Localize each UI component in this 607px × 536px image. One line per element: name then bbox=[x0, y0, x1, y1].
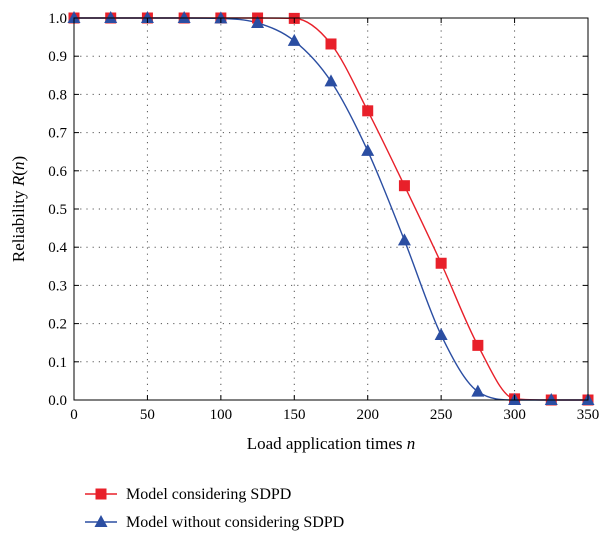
y-tick-label: 0.5 bbox=[48, 202, 67, 218]
y-tick-label: 0.6 bbox=[48, 164, 67, 180]
x-tick-label: 350 bbox=[577, 407, 600, 423]
sdpd-series-point bbox=[325, 38, 337, 50]
legend-label-sdpd: Model considering SDPD bbox=[126, 486, 291, 503]
y-tick-label: 0.7 bbox=[48, 126, 67, 142]
no-sdpd-series-point bbox=[67, 11, 81, 23]
y-tick-label: 0.4 bbox=[48, 240, 67, 256]
no-sdpd-series-point bbox=[104, 11, 118, 23]
no-sdpd-series-point bbox=[434, 328, 448, 341]
x-tick-label: 0 bbox=[70, 407, 78, 423]
grid-lines bbox=[74, 18, 588, 400]
sdpd-series-point bbox=[362, 105, 374, 117]
x-tick-label: 150 bbox=[283, 407, 306, 423]
no-sdpd-series-point bbox=[397, 233, 411, 246]
y-tick-label: 0.1 bbox=[48, 355, 67, 371]
legend-label-no-sdpd: Model without considering SDPD bbox=[126, 514, 344, 531]
no-sdpd-series-point bbox=[544, 393, 558, 405]
y-tick-label: 0.8 bbox=[48, 87, 67, 103]
no-sdpd-series-point bbox=[251, 15, 265, 28]
x-tick-label: 50 bbox=[140, 407, 155, 423]
no-sdpd-series-point bbox=[324, 74, 338, 87]
no-sdpd-series-point bbox=[140, 11, 154, 23]
no-sdpd-series-point bbox=[214, 11, 228, 24]
sdpd-series-point bbox=[398, 180, 410, 192]
y-tick-label: 0.9 bbox=[48, 49, 67, 65]
y-tick-label: 0.3 bbox=[48, 278, 67, 294]
x-tick-label: 100 bbox=[210, 407, 233, 423]
sdpd-series-point bbox=[435, 257, 447, 269]
axis-ticks: 0 50 100 150 200 250 300 350 0.0 0.1 0.2 0.3 0.4 0.5 0… bbox=[48, 11, 599, 423]
x-tick-label: 250 bbox=[430, 407, 453, 423]
no-sdpd-series-point bbox=[287, 33, 301, 46]
x-tick-label: 200 bbox=[356, 407, 379, 423]
no-sdpd-series-point bbox=[361, 143, 375, 156]
legend-marker-sdpd bbox=[95, 488, 107, 500]
x-axis-label: Load application times n bbox=[247, 434, 416, 453]
legend-marker-no-sdpd bbox=[94, 515, 108, 527]
x-tick-label: 300 bbox=[503, 407, 526, 423]
no-sdpd-series-point bbox=[471, 384, 485, 397]
y-tick-label: 1.0 bbox=[48, 11, 67, 27]
sdpd-series-point bbox=[472, 339, 484, 351]
y-tick-label: 0.0 bbox=[48, 393, 67, 409]
legend: Model considering SDPD Model without cons… bbox=[85, 486, 344, 531]
y-axis-label: Reliability R(n) bbox=[9, 156, 28, 262]
y-tick-label: 0.2 bbox=[48, 317, 67, 333]
no-sdpd-series-point bbox=[177, 11, 191, 23]
